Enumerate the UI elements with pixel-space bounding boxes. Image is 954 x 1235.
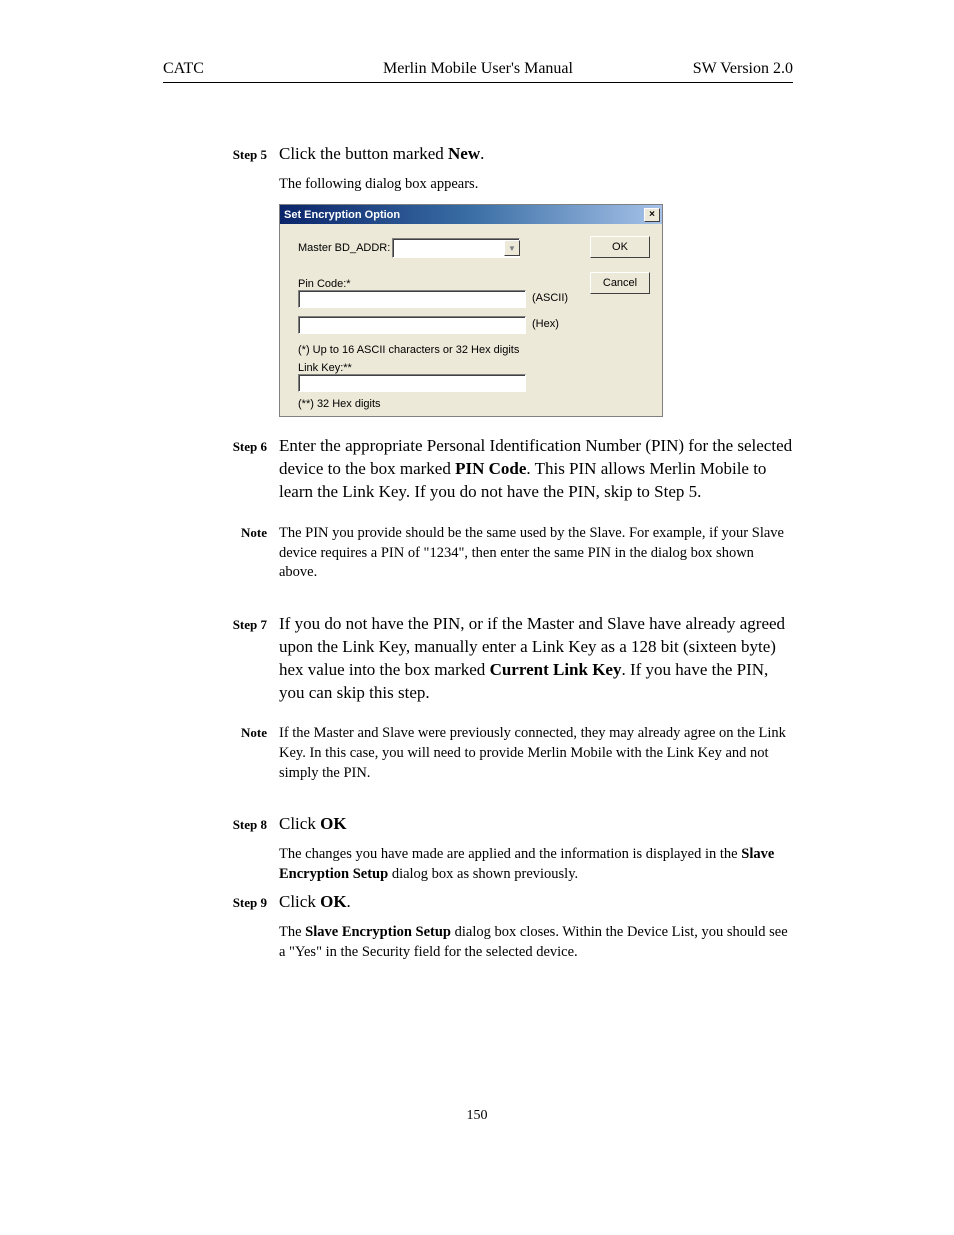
dialog-screenshot: Set Encryption Option × Master BD_ADDR: … bbox=[279, 204, 793, 417]
note-body: The PIN you provide should be the same u… bbox=[279, 524, 793, 583]
text: The bbox=[279, 924, 305, 940]
text-bold: OK bbox=[320, 892, 346, 911]
text-bold: Current Link Key bbox=[490, 660, 622, 679]
note-label: Note bbox=[241, 725, 267, 740]
header-left: CATC bbox=[163, 60, 204, 78]
step-body: Click OK bbox=[279, 813, 793, 836]
dialog-window: Set Encryption Option × Master BD_ADDR: … bbox=[279, 204, 663, 417]
content: Step 5 Click the button marked New. The … bbox=[163, 143, 793, 962]
label-hex: (Hex) bbox=[532, 318, 559, 330]
header-right: SW Version 2.0 bbox=[693, 60, 793, 78]
dialog-titlebar: Set Encryption Option × bbox=[280, 205, 662, 224]
label-master-bdaddr: Master BD_ADDR: bbox=[298, 242, 390, 254]
text: Click the button marked bbox=[279, 144, 448, 163]
note-6: Note The PIN you provide should be the s… bbox=[163, 524, 793, 583]
text-bold: OK bbox=[320, 814, 346, 833]
step-9: Step 9 Click OK. bbox=[163, 891, 793, 914]
text: . bbox=[480, 144, 484, 163]
step-body: Click OK. bbox=[279, 891, 793, 914]
text: . bbox=[347, 892, 351, 911]
running-header: CATC Merlin Mobile User's Manual SW Vers… bbox=[163, 60, 793, 83]
page-number: 150 bbox=[0, 1108, 954, 1124]
label-pin-code: Pin Code:* bbox=[298, 278, 351, 290]
master-bdaddr-combo[interactable] bbox=[392, 238, 520, 258]
step-label: Step 5 bbox=[233, 147, 267, 162]
dialog-title: Set Encryption Option bbox=[284, 209, 400, 221]
note-7: Note If the Master and Slave were previo… bbox=[163, 724, 793, 783]
text-bold: New bbox=[448, 144, 480, 163]
step-label: Step 6 bbox=[233, 439, 267, 454]
label-link-key: Link Key:** bbox=[298, 362, 352, 374]
page: CATC Merlin Mobile User's Manual SW Vers… bbox=[163, 60, 793, 968]
step-5: Step 5 Click the button marked New. bbox=[163, 143, 793, 166]
note-body: If the Master and Slave were previously … bbox=[279, 724, 793, 783]
step-9-sub: The Slave Encryption Setup dialog box cl… bbox=[279, 922, 793, 963]
pin-code-hex-input[interactable] bbox=[298, 316, 526, 334]
close-icon[interactable]: × bbox=[644, 208, 660, 222]
note-label: Note bbox=[241, 525, 267, 540]
chevron-down-icon[interactable]: ▼ bbox=[504, 240, 520, 256]
text: Click bbox=[279, 892, 320, 911]
step-5-sub: The following dialog box appears. bbox=[279, 174, 793, 194]
step-label: Step 8 bbox=[233, 817, 267, 832]
label-note1: (*) Up to 16 ASCII characters or 32 Hex … bbox=[298, 344, 519, 356]
step-label: Step 7 bbox=[233, 617, 267, 632]
step-8-sub: The changes you have made are applied an… bbox=[279, 844, 793, 885]
text: The changes you have made are applied an… bbox=[279, 846, 741, 862]
text-bold: Slave Encryption Setup bbox=[305, 924, 451, 940]
step-body: Enter the appropriate Personal Identific… bbox=[279, 435, 793, 504]
step-body: Click the button marked New. bbox=[279, 143, 793, 166]
step-7: Step 7 If you do not have the PIN, or if… bbox=[163, 613, 793, 705]
dialog-body: Master BD_ADDR: ▼ Pin Code:* (ASCII) (He… bbox=[280, 224, 662, 416]
link-key-input[interactable] bbox=[298, 374, 526, 392]
label-ascii: (ASCII) bbox=[532, 292, 568, 304]
text-bold: PIN Code bbox=[455, 459, 526, 478]
cancel-button[interactable]: Cancel bbox=[590, 272, 650, 294]
step-6: Step 6 Enter the appropriate Personal Id… bbox=[163, 435, 793, 504]
step-body: If you do not have the PIN, or if the Ma… bbox=[279, 613, 793, 705]
step-8: Step 8 Click OK bbox=[163, 813, 793, 836]
label-note2: (**) 32 Hex digits bbox=[298, 398, 381, 410]
ok-button[interactable]: OK bbox=[590, 236, 650, 258]
pin-code-ascii-input[interactable] bbox=[298, 290, 526, 308]
step-label: Step 9 bbox=[233, 895, 267, 910]
text: Click bbox=[279, 814, 320, 833]
text: dialog box as shown previously. bbox=[388, 866, 578, 882]
